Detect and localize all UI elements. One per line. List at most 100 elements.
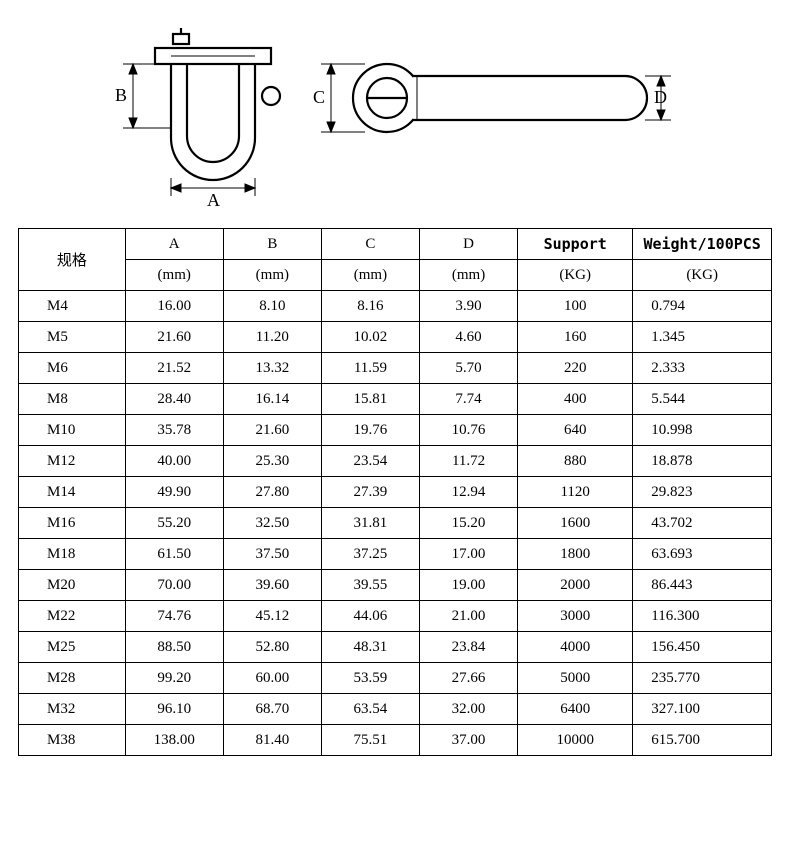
spec-table: 规格 A B C D Support Weight/100PCS (mm) (m… — [18, 228, 772, 756]
dim-label-b: B — [115, 85, 127, 105]
cell-spec: M4 — [19, 291, 126, 322]
cell-support: 880 — [518, 446, 633, 477]
cell-A: 49.90 — [125, 477, 223, 508]
cell-D: 23.84 — [419, 632, 517, 663]
table-row: M1655.2032.5031.8115.20160043.702 — [19, 508, 772, 539]
hdr-spec: 规格 — [19, 229, 126, 291]
unit-d: (mm) — [419, 260, 517, 291]
cell-support: 10000 — [518, 725, 633, 756]
cell-B: 39.60 — [223, 570, 321, 601]
cell-support: 6400 — [518, 694, 633, 725]
spec-table-container: 规格 A B C D Support Weight/100PCS (mm) (m… — [18, 228, 772, 756]
cell-support: 1600 — [518, 508, 633, 539]
hdr-weight: Weight/100PCS — [633, 229, 772, 260]
cell-support: 160 — [518, 322, 633, 353]
cell-weight: 1.345 — [633, 322, 772, 353]
cell-support: 640 — [518, 415, 633, 446]
cell-B: 16.14 — [223, 384, 321, 415]
hdr-d: D — [419, 229, 517, 260]
cell-A: 88.50 — [125, 632, 223, 663]
cell-D: 17.00 — [419, 539, 517, 570]
cell-support: 3000 — [518, 601, 633, 632]
cell-B: 45.12 — [223, 601, 321, 632]
cell-D: 11.72 — [419, 446, 517, 477]
table-row: M1035.7821.6019.7610.7664010.998 — [19, 415, 772, 446]
cell-C: 48.31 — [321, 632, 419, 663]
hdr-b: B — [223, 229, 321, 260]
cell-D: 3.90 — [419, 291, 517, 322]
cell-A: 70.00 — [125, 570, 223, 601]
table-row: M38138.0081.4075.5137.0010000615.700 — [19, 725, 772, 756]
cell-A: 21.52 — [125, 353, 223, 384]
cell-A: 40.00 — [125, 446, 223, 477]
cell-spec: M22 — [19, 601, 126, 632]
cell-weight: 10.998 — [633, 415, 772, 446]
cell-D: 5.70 — [419, 353, 517, 384]
cell-A: 99.20 — [125, 663, 223, 694]
cell-A: 35.78 — [125, 415, 223, 446]
cell-spec: M28 — [19, 663, 126, 694]
cell-B: 68.70 — [223, 694, 321, 725]
header-row-2: (mm) (mm) (mm) (mm) (KG) (KG) — [19, 260, 772, 291]
cell-B: 60.00 — [223, 663, 321, 694]
cell-B: 21.60 — [223, 415, 321, 446]
cell-spec: M20 — [19, 570, 126, 601]
cell-spec: M12 — [19, 446, 126, 477]
table-row: M1449.9027.8027.3912.94112029.823 — [19, 477, 772, 508]
unit-b: (mm) — [223, 260, 321, 291]
cell-D: 15.20 — [419, 508, 517, 539]
cell-support: 1800 — [518, 539, 633, 570]
cell-C: 63.54 — [321, 694, 419, 725]
unit-c: (mm) — [321, 260, 419, 291]
cell-weight: 156.450 — [633, 632, 772, 663]
cell-D: 21.00 — [419, 601, 517, 632]
table-row: M1861.5037.5037.2517.00180063.693 — [19, 539, 772, 570]
table-row: M416.008.108.163.901000.794 — [19, 291, 772, 322]
cell-weight: 18.878 — [633, 446, 772, 477]
cell-A: 55.20 — [125, 508, 223, 539]
cell-C: 75.51 — [321, 725, 419, 756]
cell-A: 61.50 — [125, 539, 223, 570]
cell-weight: 5.544 — [633, 384, 772, 415]
dim-label-a: A — [207, 190, 220, 208]
cell-spec: M16 — [19, 508, 126, 539]
table-row: M621.5213.3211.595.702202.333 — [19, 353, 772, 384]
cell-spec: M5 — [19, 322, 126, 353]
cell-D: 4.60 — [419, 322, 517, 353]
cell-D: 10.76 — [419, 415, 517, 446]
table-row: M2070.0039.6039.5519.00200086.443 — [19, 570, 772, 601]
cell-weight: 235.770 — [633, 663, 772, 694]
cell-C: 15.81 — [321, 384, 419, 415]
cell-D: 12.94 — [419, 477, 517, 508]
cell-weight: 0.794 — [633, 291, 772, 322]
cell-spec: M38 — [19, 725, 126, 756]
cell-C: 44.06 — [321, 601, 419, 632]
cell-C: 39.55 — [321, 570, 419, 601]
cell-spec: M18 — [19, 539, 126, 570]
cell-B: 27.80 — [223, 477, 321, 508]
cell-C: 53.59 — [321, 663, 419, 694]
cell-spec: M6 — [19, 353, 126, 384]
cell-A: 138.00 — [125, 725, 223, 756]
cell-support: 220 — [518, 353, 633, 384]
dim-label-d: D — [654, 87, 667, 107]
cell-weight: 43.702 — [633, 508, 772, 539]
cell-A: 74.76 — [125, 601, 223, 632]
cell-B: 13.32 — [223, 353, 321, 384]
cell-support: 100 — [518, 291, 633, 322]
cell-weight: 2.333 — [633, 353, 772, 384]
technical-diagram: B A C — [115, 28, 675, 208]
cell-C: 37.25 — [321, 539, 419, 570]
cell-C: 11.59 — [321, 353, 419, 384]
cell-C: 10.02 — [321, 322, 419, 353]
cell-B: 25.30 — [223, 446, 321, 477]
cell-A: 21.60 — [125, 322, 223, 353]
hdr-a: A — [125, 229, 223, 260]
unit-weight: (KG) — [633, 260, 772, 291]
cell-spec: M32 — [19, 694, 126, 725]
dim-label-c: C — [313, 87, 325, 107]
cell-weight: 29.823 — [633, 477, 772, 508]
cell-spec: M8 — [19, 384, 126, 415]
cell-spec: M25 — [19, 632, 126, 663]
cell-D: 27.66 — [419, 663, 517, 694]
